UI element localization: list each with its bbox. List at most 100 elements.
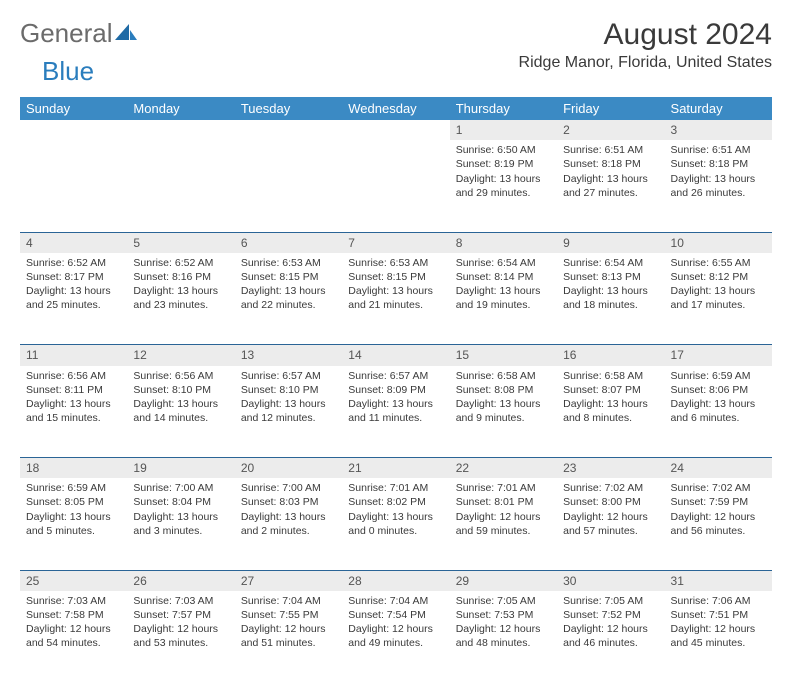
- day-number: 30: [557, 571, 664, 591]
- day-number: 12: [127, 345, 234, 365]
- daynum-cell: 8: [450, 232, 557, 253]
- day-number: 14: [342, 345, 449, 365]
- day-cell: Sunrise: 6:56 AMSunset: 8:11 PMDaylight:…: [20, 366, 127, 458]
- sunrise-line: Sunrise: 6:58 AM: [563, 369, 658, 383]
- day-number: 2: [557, 120, 664, 140]
- day-cell: Sunrise: 6:58 AMSunset: 8:07 PMDaylight:…: [557, 366, 664, 458]
- day-cell: Sunrise: 6:59 AMSunset: 8:05 PMDaylight:…: [20, 478, 127, 570]
- day-number: 7: [342, 233, 449, 253]
- daylight-line: Daylight: 13 hours and 14 minutes.: [133, 397, 228, 425]
- daynum-cell: 21: [342, 458, 449, 479]
- sunrise-line: Sunrise: 6:55 AM: [671, 256, 766, 270]
- daynum-cell: 26: [127, 570, 234, 591]
- daynum-cell: 28: [342, 570, 449, 591]
- day-cell-body: Sunrise: 7:02 AMSunset: 8:00 PMDaylight:…: [557, 478, 664, 544]
- sunset-line: Sunset: 8:15 PM: [348, 270, 443, 284]
- sunrise-line: Sunrise: 7:02 AM: [563, 481, 658, 495]
- sunrise-line: Sunrise: 6:56 AM: [26, 369, 121, 383]
- day-number: 28: [342, 571, 449, 591]
- daynum-cell: 10: [665, 232, 772, 253]
- daynum-cell: 20: [235, 458, 342, 479]
- day-cell-body: Sunrise: 7:01 AMSunset: 8:02 PMDaylight:…: [342, 478, 449, 544]
- daynum-row: 18192021222324: [20, 458, 772, 479]
- day-cell-body: Sunrise: 7:03 AMSunset: 7:57 PMDaylight:…: [127, 591, 234, 657]
- daylight-line: Daylight: 13 hours and 18 minutes.: [563, 284, 658, 312]
- day-cell-body: Sunrise: 6:51 AMSunset: 8:18 PMDaylight:…: [665, 140, 772, 206]
- day-cell-body: Sunrise: 6:50 AMSunset: 8:19 PMDaylight:…: [450, 140, 557, 206]
- logo-text-general: General: [20, 18, 113, 49]
- day-cell-body: Sunrise: 7:02 AMSunset: 7:59 PMDaylight:…: [665, 478, 772, 544]
- daynum-cell: 22: [450, 458, 557, 479]
- sunrise-line: Sunrise: 6:52 AM: [133, 256, 228, 270]
- daylight-line: Daylight: 13 hours and 0 minutes.: [348, 510, 443, 538]
- sunrise-line: Sunrise: 6:51 AM: [563, 143, 658, 157]
- day-number: [342, 120, 449, 140]
- day-cell-body: Sunrise: 7:01 AMSunset: 8:01 PMDaylight:…: [450, 478, 557, 544]
- day-cell-body: Sunrise: 7:03 AMSunset: 7:58 PMDaylight:…: [20, 591, 127, 657]
- day-number: 15: [450, 345, 557, 365]
- sunrise-line: Sunrise: 7:00 AM: [241, 481, 336, 495]
- day-cell: Sunrise: 6:52 AMSunset: 8:16 PMDaylight:…: [127, 253, 234, 345]
- weekday-header: Tuesday: [235, 97, 342, 120]
- sunset-line: Sunset: 8:10 PM: [133, 383, 228, 397]
- daylight-line: Daylight: 13 hours and 6 minutes.: [671, 397, 766, 425]
- day-cell-body: Sunrise: 6:58 AMSunset: 8:08 PMDaylight:…: [450, 366, 557, 432]
- day-cell: Sunrise: 6:54 AMSunset: 8:14 PMDaylight:…: [450, 253, 557, 345]
- day-cell-body: Sunrise: 6:55 AMSunset: 8:12 PMDaylight:…: [665, 253, 772, 319]
- daylight-line: Daylight: 12 hours and 59 minutes.: [456, 510, 551, 538]
- calendar-body: 1 23 Sunrise: 6:50 AMSunset: 8:19 PMDaylig…: [20, 120, 772, 683]
- sunrise-line: Sunrise: 6:59 AM: [671, 369, 766, 383]
- sunrise-line: Sunrise: 7:01 AM: [348, 481, 443, 495]
- daynum-cell: [20, 120, 127, 140]
- day-cell: Sunrise: 7:00 AMSunset: 8:04 PMDaylight:…: [127, 478, 234, 570]
- day-cell: Sunrise: 6:58 AMSunset: 8:08 PMDaylight:…: [450, 366, 557, 458]
- daynum-cell: 9: [557, 232, 664, 253]
- daylight-line: Daylight: 13 hours and 9 minutes.: [456, 397, 551, 425]
- sunrise-line: Sunrise: 7:04 AM: [241, 594, 336, 608]
- daylight-line: Daylight: 12 hours and 53 minutes.: [133, 622, 228, 650]
- day-number: 22: [450, 458, 557, 478]
- day-number: [127, 120, 234, 140]
- sunset-line: Sunset: 7:51 PM: [671, 608, 766, 622]
- day-cell: Sunrise: 6:55 AMSunset: 8:12 PMDaylight:…: [665, 253, 772, 345]
- daylight-line: Daylight: 13 hours and 17 minutes.: [671, 284, 766, 312]
- day-cell-body: Sunrise: 6:57 AMSunset: 8:10 PMDaylight:…: [235, 366, 342, 432]
- day-cell: Sunrise: 7:02 AMSunset: 7:59 PMDaylight:…: [665, 478, 772, 570]
- sunrise-line: Sunrise: 7:06 AM: [671, 594, 766, 608]
- day-number: 11: [20, 345, 127, 365]
- daynum-cell: 23: [557, 458, 664, 479]
- day-cell: Sunrise: 6:57 AMSunset: 8:10 PMDaylight:…: [235, 366, 342, 458]
- day-cell: Sunrise: 7:01 AMSunset: 8:01 PMDaylight:…: [450, 478, 557, 570]
- sunrise-line: Sunrise: 7:05 AM: [563, 594, 658, 608]
- day-cell-body: Sunrise: 6:57 AMSunset: 8:09 PMDaylight:…: [342, 366, 449, 432]
- daylight-line: Daylight: 13 hours and 8 minutes.: [563, 397, 658, 425]
- sunrise-line: Sunrise: 6:54 AM: [563, 256, 658, 270]
- sunrise-line: Sunrise: 6:57 AM: [241, 369, 336, 383]
- week-row: Sunrise: 6:50 AMSunset: 8:19 PMDaylight:…: [20, 140, 772, 232]
- day-number: 18: [20, 458, 127, 478]
- daynum-cell: 17: [665, 345, 772, 366]
- sunset-line: Sunset: 8:04 PM: [133, 495, 228, 509]
- day-number: 29: [450, 571, 557, 591]
- daynum-cell: 5: [127, 232, 234, 253]
- day-cell-body: Sunrise: 7:04 AMSunset: 7:55 PMDaylight:…: [235, 591, 342, 657]
- sunrise-line: Sunrise: 7:03 AM: [26, 594, 121, 608]
- day-number: 24: [665, 458, 772, 478]
- day-number: 16: [557, 345, 664, 365]
- sunrise-line: Sunrise: 7:01 AM: [456, 481, 551, 495]
- day-number: 5: [127, 233, 234, 253]
- sunset-line: Sunset: 8:14 PM: [456, 270, 551, 284]
- day-cell: [235, 140, 342, 232]
- daylight-line: Daylight: 13 hours and 12 minutes.: [241, 397, 336, 425]
- daylight-line: Daylight: 12 hours and 45 minutes.: [671, 622, 766, 650]
- day-cell-body: Sunrise: 6:56 AMSunset: 8:10 PMDaylight:…: [127, 366, 234, 432]
- day-cell-body: Sunrise: 7:05 AMSunset: 7:53 PMDaylight:…: [450, 591, 557, 657]
- daynum-cell: 25: [20, 570, 127, 591]
- day-number: 25: [20, 571, 127, 591]
- daynum-cell: 18: [20, 458, 127, 479]
- weekday-header-row: Sunday Monday Tuesday Wednesday Thursday…: [20, 97, 772, 120]
- sunrise-line: Sunrise: 6:54 AM: [456, 256, 551, 270]
- daynum-row: 25262728293031: [20, 570, 772, 591]
- sail-icon: [115, 22, 137, 47]
- day-number: 1: [450, 120, 557, 140]
